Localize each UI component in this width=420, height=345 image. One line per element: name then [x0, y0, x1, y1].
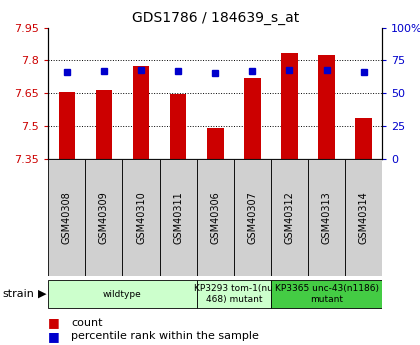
- Bar: [271, 159, 308, 276]
- Text: wildtype: wildtype: [103, 289, 142, 299]
- Bar: [318, 55, 335, 159]
- Bar: [271, 280, 382, 308]
- Bar: [197, 159, 234, 276]
- Text: GSM40309: GSM40309: [99, 191, 109, 244]
- Title: GDS1786 / 184639_s_at: GDS1786 / 184639_s_at: [131, 11, 299, 25]
- Text: GSM40307: GSM40307: [247, 191, 257, 244]
- Bar: [170, 94, 186, 159]
- Bar: [207, 128, 223, 159]
- Bar: [85, 159, 123, 276]
- Bar: [355, 118, 372, 159]
- Text: GSM40308: GSM40308: [62, 191, 72, 244]
- Text: ▶: ▶: [38, 289, 46, 299]
- Bar: [96, 90, 112, 159]
- Bar: [197, 280, 271, 308]
- Bar: [58, 92, 75, 159]
- Text: GSM40306: GSM40306: [210, 191, 220, 244]
- Text: KP3365 unc-43(n1186)
mutant: KP3365 unc-43(n1186) mutant: [275, 284, 378, 304]
- Text: GSM40313: GSM40313: [322, 191, 331, 244]
- Text: ■: ■: [48, 316, 60, 329]
- Bar: [123, 159, 160, 276]
- Text: GSM40311: GSM40311: [173, 191, 183, 244]
- Bar: [160, 159, 197, 276]
- Text: GSM40312: GSM40312: [284, 191, 294, 244]
- Bar: [244, 78, 261, 159]
- Bar: [48, 280, 197, 308]
- Text: strain: strain: [2, 289, 34, 299]
- Bar: [308, 159, 345, 276]
- Text: GSM40314: GSM40314: [359, 191, 369, 244]
- Bar: [345, 159, 382, 276]
- Text: KP3293 tom-1(nu
468) mutant: KP3293 tom-1(nu 468) mutant: [194, 284, 273, 304]
- Bar: [133, 66, 150, 159]
- Bar: [48, 159, 85, 276]
- Text: ■: ■: [48, 330, 60, 343]
- Text: percentile rank within the sample: percentile rank within the sample: [71, 332, 259, 341]
- Text: count: count: [71, 318, 103, 327]
- Text: GSM40310: GSM40310: [136, 191, 146, 244]
- Bar: [234, 159, 271, 276]
- Bar: [281, 53, 298, 159]
